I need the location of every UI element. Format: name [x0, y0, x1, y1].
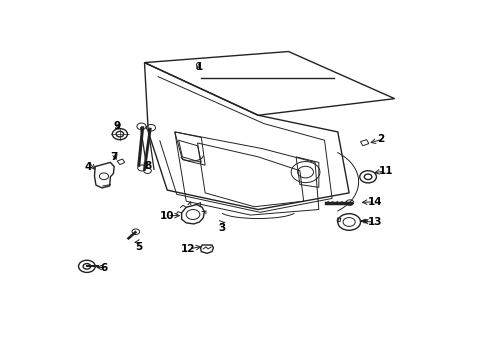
Text: 4: 4	[84, 162, 92, 172]
Text: 2: 2	[377, 134, 384, 144]
Text: 9: 9	[113, 121, 121, 131]
Text: 11: 11	[378, 166, 392, 176]
Text: 13: 13	[367, 217, 382, 227]
Text: 14: 14	[366, 197, 381, 207]
Text: 1: 1	[195, 62, 203, 72]
Text: 5: 5	[135, 242, 142, 252]
Text: 3: 3	[218, 222, 225, 233]
Text: 10: 10	[159, 211, 174, 221]
Text: 8: 8	[143, 161, 151, 171]
Text: 6: 6	[100, 263, 107, 273]
Text: 12: 12	[181, 244, 195, 254]
Text: 7: 7	[110, 152, 118, 162]
